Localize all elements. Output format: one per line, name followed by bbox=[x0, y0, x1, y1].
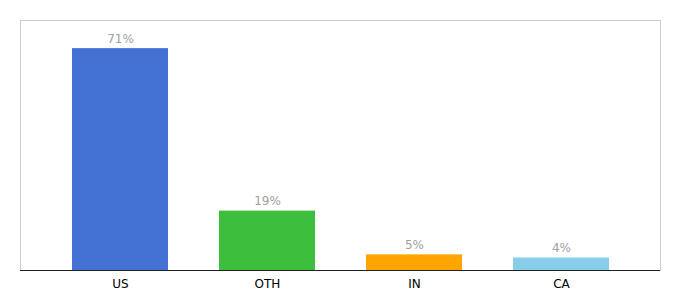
svg-text:4%: 4% bbox=[552, 241, 571, 255]
svg-text:71%: 71% bbox=[107, 32, 134, 46]
svg-text:5%: 5% bbox=[405, 238, 424, 252]
svg-text:CA: CA bbox=[553, 277, 570, 291]
svg-text:OTH: OTH bbox=[255, 277, 281, 291]
svg-text:19%: 19% bbox=[254, 194, 281, 208]
svg-text:IN: IN bbox=[408, 277, 421, 291]
svg-text:US: US bbox=[112, 277, 128, 291]
